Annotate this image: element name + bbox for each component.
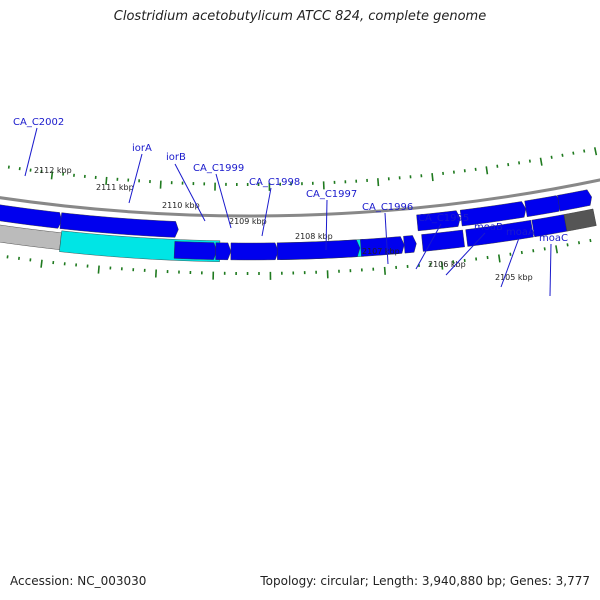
leader-line [384, 212, 389, 265]
gene-feature [524, 195, 562, 218]
gene-label: CA_C1996 [362, 202, 413, 213]
inner-tick [539, 157, 543, 166]
gene-feature [459, 201, 527, 227]
outer-tick [589, 238, 592, 243]
gene-feature [0, 204, 63, 229]
gene-label: moaB [474, 222, 503, 233]
outer-tick [440, 261, 444, 270]
leader-line [500, 237, 520, 288]
outer-tick [383, 266, 386, 275]
gene-label: CA_C1997 [306, 189, 357, 200]
gene-label: CA_C2002 [13, 117, 64, 128]
kbp-label: 2112 kbp [34, 166, 72, 175]
leader-line [24, 127, 38, 177]
inner-tick [561, 153, 564, 157]
inner-tick [377, 178, 380, 187]
outer-tick [577, 241, 581, 245]
leader-line [445, 232, 486, 276]
gene-feature [416, 210, 461, 232]
leader-line [174, 163, 206, 222]
gene-feature-gray [563, 208, 597, 232]
gene-feature [230, 242, 279, 261]
leader-line [261, 187, 272, 237]
outer-tick [97, 265, 100, 274]
leader-line [128, 153, 143, 204]
kbp-label: 2107 kbp [362, 247, 400, 256]
kbp-label: 2108 kbp [295, 232, 333, 241]
gene-label: CA_C1998 [249, 177, 300, 188]
gene-feature [360, 236, 405, 257]
inner-tick [431, 173, 434, 182]
gene-feature [465, 220, 534, 247]
gene-label: moaC [539, 233, 568, 244]
inner-tick [485, 166, 489, 175]
inner-tick [572, 151, 575, 155]
leader-line [325, 199, 328, 251]
kbp-label: 2110 kbp [162, 201, 200, 210]
gene-label: CA_C1995 [418, 213, 469, 224]
backbone-ring [0, 178, 600, 218]
leader-line [215, 173, 232, 229]
leader-line [415, 223, 442, 270]
gene-feature [557, 189, 592, 212]
gene-label: iorA [132, 143, 152, 154]
inner-tick [550, 155, 553, 159]
gene-feature [173, 241, 218, 260]
gene-feature [59, 212, 179, 238]
gene-label: CA_C1999 [193, 163, 244, 174]
inner-tick [105, 176, 108, 185]
inner-tick [593, 147, 598, 156]
kbp-label: 2109 kbp [229, 217, 267, 226]
kbp-label: 2111 kbp [96, 183, 134, 192]
feature-track [0, 189, 597, 262]
inner-tick [50, 171, 54, 180]
inner-tick [583, 149, 586, 153]
gene-feature [276, 239, 361, 260]
accession-text: Accession: NC_003030 [10, 574, 147, 588]
kbp-label: 2105 kbp [495, 273, 533, 282]
backbone-track [0, 178, 600, 218]
outer-tick [566, 243, 569, 247]
gene-label: moaA [506, 227, 535, 238]
gene-label: iorB [166, 152, 186, 163]
kbp-label: 2106 kbp [428, 260, 466, 269]
outer-tick [40, 259, 43, 268]
outer-tick [555, 245, 559, 254]
labels-layer: 2112 kbp 2111 kbp 2110 kbp 2109 kbp 2108 kbp… [13, 117, 568, 297]
leader-line [549, 243, 552, 297]
genome-stats-text: Topology: circular; Length: 3,940,880 bp… [260, 574, 590, 588]
tick-marks [6, 147, 598, 280]
gene-feature [421, 229, 465, 252]
gene-feature [403, 235, 417, 254]
outer-tick [497, 254, 501, 263]
map-title: Clostridium acetobutylicum ATCC 824, com… [113, 9, 487, 24]
gene-feature [215, 242, 232, 261]
